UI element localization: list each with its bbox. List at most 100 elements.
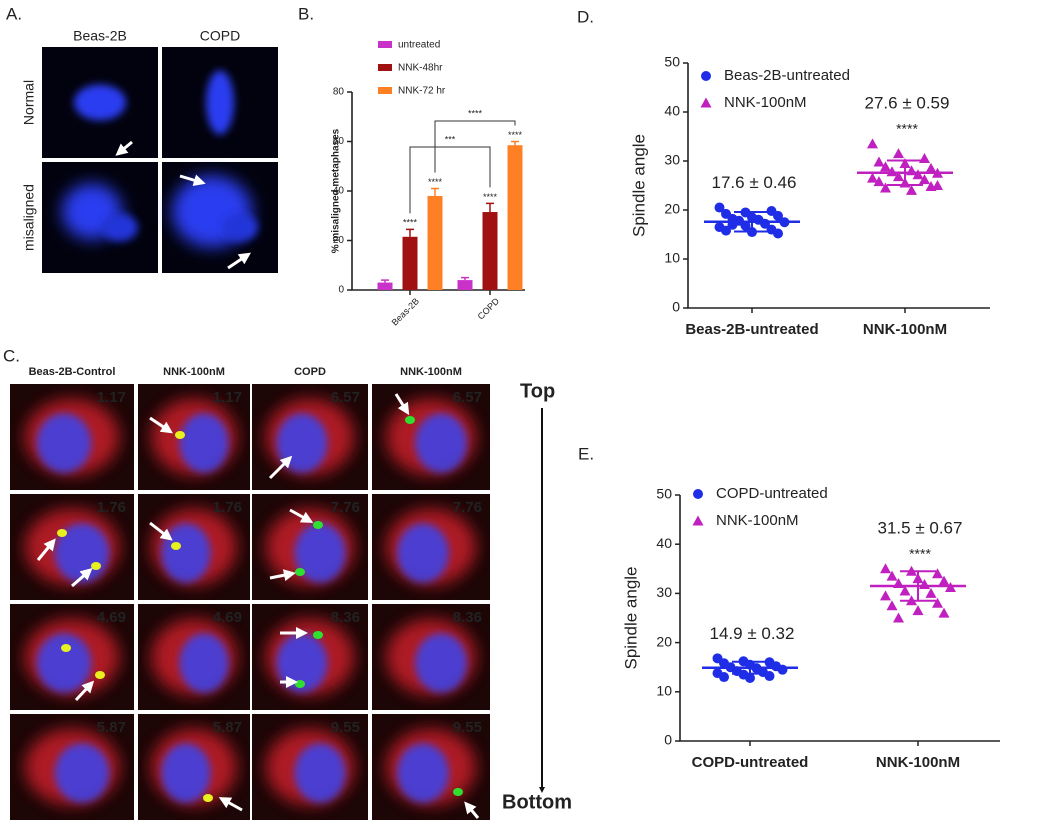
arrow — [268, 455, 293, 480]
chromosomes — [397, 523, 449, 583]
chromosomes — [161, 523, 211, 583]
significance: **** — [909, 546, 931, 562]
point — [938, 607, 950, 618]
point — [740, 220, 751, 231]
panel-label: C. — [3, 346, 20, 365]
x-tick-label: NNK-100nM — [876, 754, 960, 771]
y-tick-label: 20 — [664, 201, 680, 217]
arrow — [149, 521, 173, 541]
comparison-bracket — [409, 146, 491, 214]
mean-label: 31.5 ± 0.67 — [878, 518, 963, 537]
bar — [377, 282, 393, 290]
point — [873, 156, 885, 167]
mean-label: 27.6 ± 0.59 — [865, 93, 950, 112]
point — [880, 563, 891, 574]
panel-label: E. — [578, 444, 594, 463]
significance: **** — [508, 130, 523, 140]
point — [912, 169, 924, 180]
y-tick-label: 0 — [338, 285, 344, 296]
point — [880, 590, 891, 601]
centrosome — [313, 521, 323, 529]
centrosome — [171, 542, 181, 550]
cell-value: 8.36 — [453, 609, 482, 626]
legend-marker — [692, 515, 704, 526]
point — [773, 210, 783, 221]
point — [880, 161, 891, 172]
legend-label: NNK-72 hr — [398, 86, 446, 97]
y-axis-label: Spindle angle — [621, 566, 640, 669]
point — [893, 612, 904, 623]
chromosomes — [222, 213, 258, 242]
point — [867, 172, 878, 183]
bar — [482, 212, 498, 290]
arrow — [269, 569, 296, 582]
column-label: NNK-100nM — [400, 366, 462, 378]
point — [873, 176, 885, 187]
arrow — [394, 393, 410, 416]
legend-swatch — [378, 64, 392, 71]
point — [932, 180, 943, 190]
centrosome — [61, 644, 71, 652]
arrow — [74, 680, 95, 702]
chromosomes — [102, 213, 138, 242]
point — [893, 171, 904, 182]
centrosome — [405, 416, 415, 424]
legend-label: untreated — [398, 40, 440, 51]
bar — [457, 280, 473, 290]
cell-value: 1.76 — [213, 499, 242, 516]
comparison-bracket — [434, 120, 516, 173]
centrosome — [295, 680, 305, 688]
column-label: Beas-2B — [73, 28, 127, 44]
cell-value: 7.76 — [331, 499, 360, 516]
y-tick-label: 40 — [656, 535, 672, 551]
cell-value: 9.55 — [453, 719, 482, 736]
point — [886, 570, 898, 581]
top-label: Top — [520, 380, 555, 402]
arrow — [179, 174, 206, 187]
column-label: NNK-100nM — [163, 366, 225, 378]
centrosome — [57, 529, 67, 537]
point — [938, 575, 950, 586]
cell-value: 9.55 — [331, 719, 360, 736]
chromosomes — [415, 413, 467, 473]
y-tick-label: 20 — [656, 633, 672, 649]
y-tick-label: 80 — [333, 87, 345, 98]
chromosomes — [179, 633, 229, 693]
centrosome — [91, 562, 101, 570]
chromosomes — [179, 413, 229, 473]
chromosomes — [74, 84, 126, 121]
cell-value: 5.87 — [213, 719, 242, 736]
chromosomes — [397, 743, 449, 803]
point — [925, 162, 937, 173]
bar — [427, 195, 443, 290]
legend-label: NNK-48hr — [398, 63, 443, 74]
x-tick-label: NNK-100nM — [863, 321, 947, 338]
y-tick-label: 50 — [664, 54, 680, 70]
legend-label: COPD-untreated — [716, 485, 828, 502]
chromosomes — [206, 70, 234, 135]
column-label: Beas-2B-Control — [29, 366, 116, 378]
point — [721, 225, 731, 236]
point — [919, 153, 930, 164]
comparison-label: *** — [445, 134, 456, 144]
y-tick-label: 60 — [333, 136, 345, 147]
chromosomes — [294, 743, 346, 803]
y-axis-label: % misaligned metaphases — [331, 128, 342, 253]
cell-value: 6.57 — [331, 389, 360, 406]
y-tick-label: 10 — [664, 250, 680, 266]
point — [867, 138, 878, 149]
x-tick-label: COPD — [476, 296, 502, 322]
cell-value: 5.87 — [97, 719, 126, 736]
bottom-label: Bottom — [502, 791, 572, 813]
centrosome — [175, 431, 185, 439]
arrow — [36, 538, 56, 561]
significance: **** — [403, 218, 418, 228]
arrow — [115, 140, 133, 156]
significance: **** — [483, 192, 498, 202]
point — [719, 672, 729, 683]
arrow — [218, 797, 243, 812]
cell-value: 1.76 — [97, 499, 126, 516]
legend-label: Beas-2B-untreated — [724, 67, 850, 84]
centrosome — [95, 671, 105, 679]
